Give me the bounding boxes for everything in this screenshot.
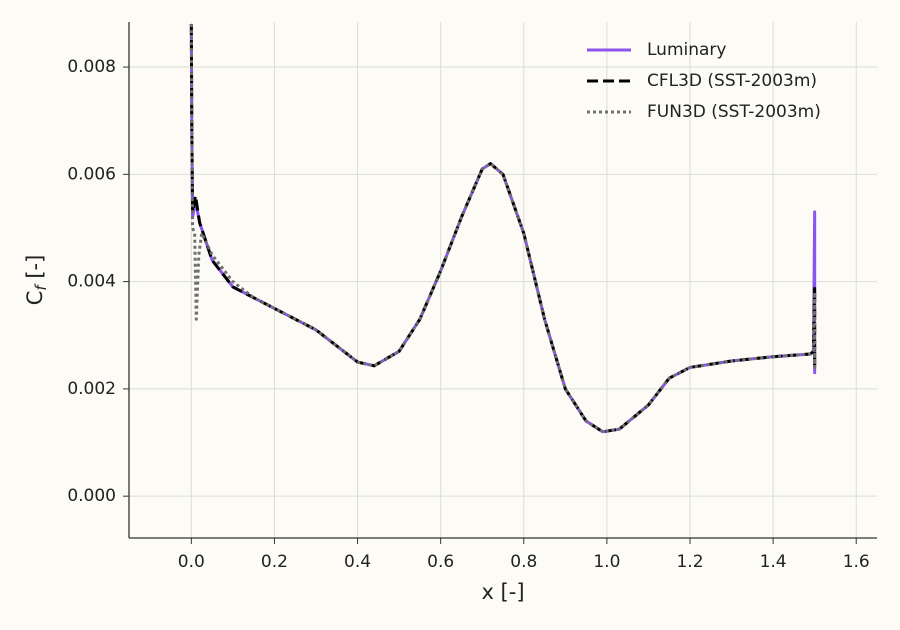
y-axis-label: Cf [-] xyxy=(23,255,50,306)
x-tick-label: 1.4 xyxy=(760,552,787,572)
x-tick-label: 0.4 xyxy=(344,552,371,572)
y-tick-label: 0.002 xyxy=(67,379,116,399)
y-label-rest: [-] xyxy=(23,255,47,286)
x-tick-label: 1.6 xyxy=(843,552,870,572)
y-label-sub: f xyxy=(32,283,50,291)
x-tick-label: 1.2 xyxy=(676,552,703,572)
legend-label: FUN3D (SST-2003m) xyxy=(647,102,821,122)
x-tick-label: 0.2 xyxy=(261,552,288,572)
legend-label: Luminary xyxy=(647,40,726,60)
legend-label: CFL3D (SST-2003m) xyxy=(647,71,817,91)
series-line xyxy=(189,24,817,434)
y-tick-label: 0.004 xyxy=(67,272,116,292)
x-tick-label: 0.8 xyxy=(510,552,537,572)
x-tick-label: 0.6 xyxy=(427,552,454,572)
x-tick-label: 0.0 xyxy=(178,552,205,572)
y-tick-label: 0.008 xyxy=(67,57,116,77)
y-tick-label: 0.006 xyxy=(67,164,116,184)
x-axis-label: x [-] xyxy=(481,580,524,604)
y-label-base: C xyxy=(23,291,47,306)
y-tick-label: 0.000 xyxy=(67,486,116,506)
x-tick-label: 1.0 xyxy=(593,552,620,572)
